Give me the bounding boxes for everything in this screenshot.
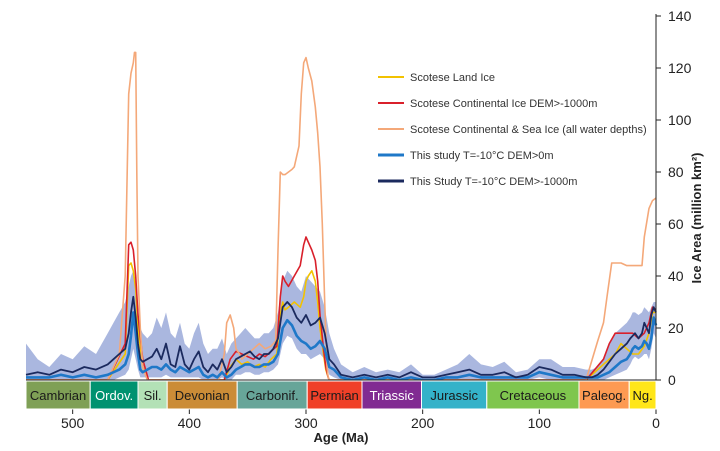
period-label: Paleog.	[582, 388, 626, 403]
period-label: Carbonif.	[246, 388, 299, 403]
y-tick-label: 120	[668, 60, 692, 76]
y-tick-label: 100	[668, 112, 692, 128]
legend: Scotese Land Ice Scotese Continental Ice …	[378, 72, 647, 188]
y-tick-label: 140	[668, 8, 692, 24]
y-tick-label: 40	[668, 268, 684, 284]
y-tick-label: 20	[668, 320, 684, 336]
uncertainty-envelope-layer	[26, 270, 656, 380]
period-box	[628, 380, 657, 410]
x-tick-label: 300	[294, 415, 318, 431]
y-tick-label: 0	[668, 372, 676, 388]
period-label: Jurassic	[430, 388, 478, 403]
legend-label: Scotese Continental Ice DEM>-1000m	[410, 98, 597, 110]
x-tick-label: 500	[61, 415, 85, 431]
period-label: Ordov.	[95, 388, 133, 403]
period-box	[361, 380, 422, 410]
period-box	[25, 380, 91, 410]
series-line-5	[25, 295, 657, 379]
period-label: Cambrian	[30, 388, 86, 403]
period-label: Ng.	[632, 388, 652, 403]
x-tick-label: 200	[411, 415, 435, 431]
period-label: Triassic	[370, 388, 415, 403]
x-tick-label: 400	[178, 415, 202, 431]
period-label: Cretaceous	[500, 388, 567, 403]
envelope-area	[26, 270, 656, 380]
legend-label: Scotese Land Ice	[410, 72, 495, 84]
legend-label: Scotese Continental & Sea Ice (all water…	[410, 124, 647, 136]
y-tick-label: 80	[668, 164, 684, 180]
x-tick-label: 100	[528, 415, 552, 431]
series-line-4	[26, 311, 658, 382]
series-lines-layer	[25, 51, 658, 382]
period-box	[486, 380, 580, 410]
period-label: Sil.	[144, 388, 162, 403]
geologic-period-bar: Cambrian Ordov. Sil. Devonian Carbonif. Permi…	[25, 380, 657, 410]
y-axis-title: Ice Area (million km²)	[689, 153, 704, 284]
period-box	[421, 380, 488, 410]
period-label: Devonian	[175, 388, 230, 403]
series-line-2	[26, 236, 657, 381]
x-axis-title: Age (Ma)	[314, 430, 369, 445]
axes-layer: 0 20 40 60 80 100 120 140 500 400 300 200 100 0	[26, 8, 692, 431]
y-tick-label: 60	[668, 216, 684, 232]
period-box	[578, 380, 630, 410]
legend-label: This Study T=-10°C DEM>-1000m	[410, 176, 577, 188]
period-box	[137, 380, 168, 410]
x-tick-label: 0	[652, 415, 660, 431]
period-box	[306, 380, 363, 410]
period-label: Permian	[310, 388, 358, 403]
legend-label: This study T=-10°C DEM>0m	[410, 150, 554, 162]
period-box	[166, 380, 238, 410]
period-box	[236, 380, 308, 410]
series-line-3	[26, 51, 657, 381]
